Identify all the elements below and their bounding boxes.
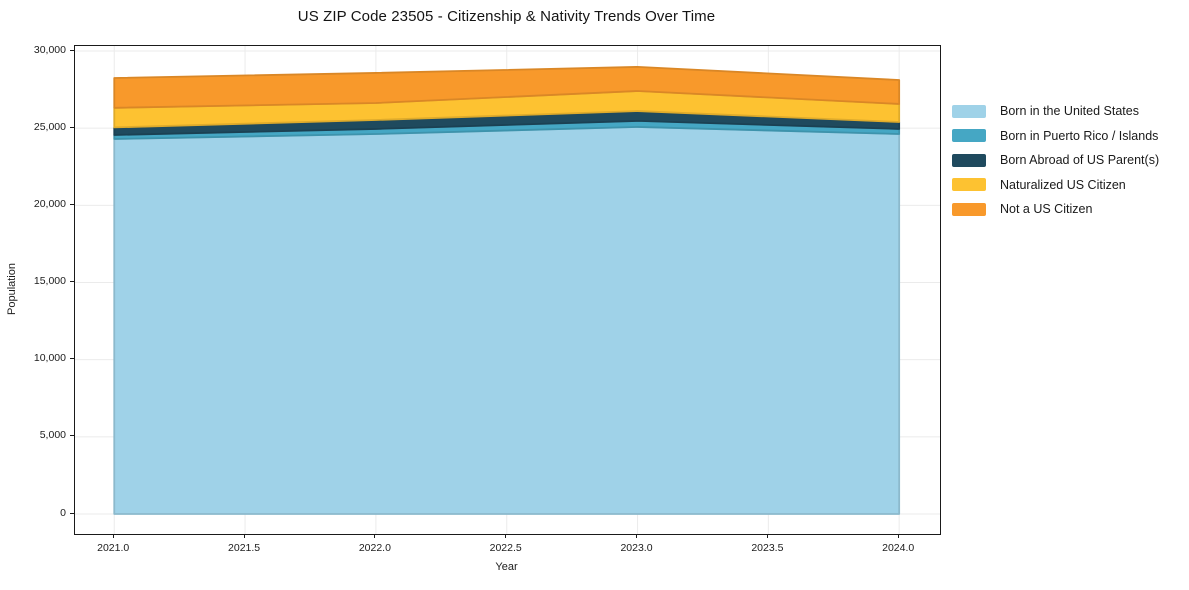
legend-label: Naturalized US Citizen — [1000, 177, 1126, 192]
y-tick-label: 30,000 — [33, 43, 66, 56]
y-axis-label: Population — [6, 263, 18, 315]
legend-item: Naturalized US Citizen — [952, 178, 1159, 192]
x-tick-mark — [636, 534, 637, 538]
legend-swatch — [952, 129, 986, 142]
x-tick-mark — [897, 534, 899, 538]
x-tick-mark — [374, 534, 376, 538]
y-tick-label: 0 — [60, 506, 66, 519]
y-tick-mark — [70, 512, 74, 514]
x-tick-label: 2022.5 — [489, 542, 522, 554]
y-tick-label: 10,000 — [33, 352, 66, 365]
x-tick-mark — [112, 534, 114, 538]
legend-label: Born in the United States — [1000, 104, 1139, 118]
legend-item: Born in Puerto Rico / Islands — [952, 129, 1159, 143]
legend-swatch — [952, 153, 986, 167]
y-tick-mark — [70, 358, 74, 360]
area-series-born-in-the-united-states — [113, 126, 901, 515]
area-series-not-a-us-citizen — [113, 65, 901, 109]
chart-title: US ZIP Code 23505 - Citizenship & Nativi… — [297, 8, 716, 25]
y-tick-label: 5,000 — [39, 429, 66, 442]
y-tick-mark — [70, 126, 74, 128]
plot-area — [74, 45, 941, 535]
y-tick-mark — [70, 435, 74, 437]
legend-item: Born Abroad of US Parent(s) — [952, 153, 1159, 167]
y-tick-label: 25,000 — [33, 120, 66, 133]
x-tick-label: 2023.5 — [751, 542, 784, 554]
legend-swatch — [952, 104, 986, 118]
legend-label: Not a US Citizen — [1000, 202, 1093, 216]
x-tick-label: 2021.0 — [97, 542, 130, 554]
legend-label: Born in Puerto Rico / Islands — [1000, 128, 1159, 143]
legend-label: Born Abroad of US Parent(s) — [1000, 153, 1160, 167]
y-tick-mark — [70, 281, 74, 282]
x-tick-mark — [505, 534, 507, 538]
x-tick-label: 2023.0 — [620, 542, 653, 554]
y-tick-label: 15,000 — [33, 275, 66, 287]
legend-swatch — [952, 202, 986, 216]
legend-swatch — [952, 178, 986, 191]
y-tick-label: 20,000 — [33, 197, 66, 210]
y-tick-mark — [70, 49, 74, 51]
x-tick-label: 2021.5 — [228, 542, 261, 554]
x-tick-label: 2022.0 — [358, 542, 391, 554]
legend: Born in the United States Born in Puerto … — [952, 104, 1159, 216]
x-tick-mark — [766, 534, 768, 538]
x-axis-label: Year — [495, 561, 518, 573]
x-tick-label: 2024.0 — [882, 542, 915, 554]
x-tick-mark — [243, 534, 245, 538]
legend-item: Born in the United States — [952, 104, 1159, 118]
legend-item: Not a US Citizen — [952, 202, 1159, 216]
y-tick-mark — [70, 203, 74, 205]
stacked-area-chart — [75, 46, 940, 534]
